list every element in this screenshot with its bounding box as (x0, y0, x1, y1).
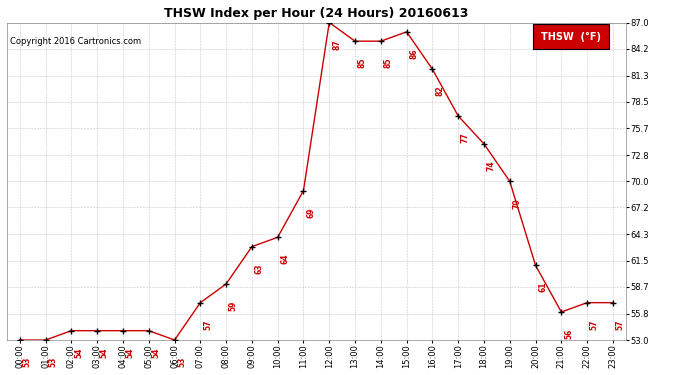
Text: 57: 57 (590, 320, 599, 330)
Title: THSW Index per Hour (24 Hours) 20160613: THSW Index per Hour (24 Hours) 20160613 (164, 7, 469, 20)
Text: 61: 61 (538, 282, 547, 292)
Text: 63: 63 (255, 263, 264, 274)
Text: 54: 54 (100, 347, 109, 358)
Text: 54: 54 (75, 347, 83, 358)
Text: 54: 54 (152, 347, 161, 358)
Text: 57: 57 (615, 320, 624, 330)
Text: 53: 53 (48, 357, 57, 367)
Text: 87: 87 (332, 39, 341, 50)
Text: 53: 53 (23, 357, 32, 367)
Text: 64: 64 (280, 254, 290, 264)
Text: THSW  (°F): THSW (°F) (540, 32, 600, 42)
Text: 59: 59 (229, 301, 238, 311)
Text: 85: 85 (358, 58, 367, 68)
Text: Copyright 2016 Cartronics.com: Copyright 2016 Cartronics.com (10, 38, 141, 46)
Text: 69: 69 (306, 207, 315, 218)
Text: 82: 82 (435, 86, 444, 96)
Text: 85: 85 (384, 58, 393, 68)
Text: 77: 77 (461, 132, 470, 143)
Text: 86: 86 (409, 48, 418, 59)
Text: 54: 54 (126, 347, 135, 358)
Text: 53: 53 (177, 357, 186, 367)
Text: 74: 74 (486, 160, 495, 171)
Text: 57: 57 (203, 320, 212, 330)
Text: 70: 70 (513, 198, 522, 208)
Text: 56: 56 (564, 328, 573, 339)
